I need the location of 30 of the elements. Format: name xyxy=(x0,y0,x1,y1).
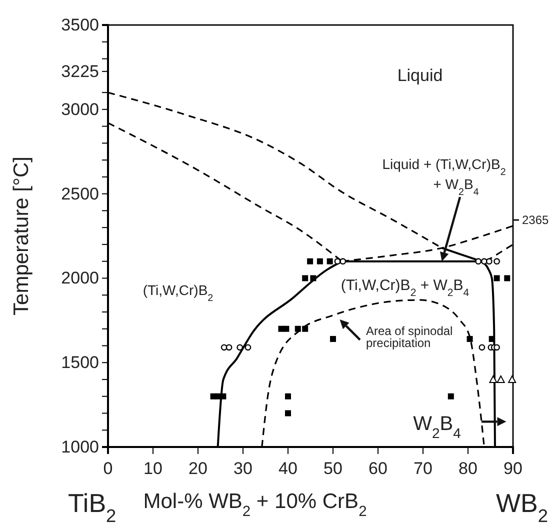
y-tick-label: 1500 xyxy=(61,353,99,372)
annotation: (Ti,W,Cr)B$_{2}$ xyxy=(142,282,214,304)
x-tick-label: 0 xyxy=(103,459,113,478)
x-tick-label: 70 xyxy=(414,459,432,478)
x-tick-label: 90 xyxy=(504,459,522,478)
x-tick-label: 40 xyxy=(278,459,298,478)
x-tick-label: 10 xyxy=(144,459,162,478)
y-tick-label: 3000 xyxy=(61,100,99,119)
annotation: + W$_{2}$B$_{4}$ xyxy=(433,176,480,198)
annotation: W$_{2}$B$_{4}$ xyxy=(413,413,462,441)
x-tick-label: 30 xyxy=(234,459,252,478)
text: TiB$_{2}$ xyxy=(68,488,116,524)
annotation: precipitation xyxy=(366,336,431,350)
y-tick-label: 2500 xyxy=(61,184,99,204)
annotation: Area of spinodal xyxy=(366,324,453,338)
y-tick-label: 2000 xyxy=(61,268,99,288)
y-axis-title: Temperature [°C] xyxy=(10,156,33,316)
annotation: Liquid + (Ti,W,Cr)B$_{2}$ xyxy=(382,156,506,178)
x-tick-label: 80 xyxy=(458,459,478,478)
y-tick-label: 1000 xyxy=(61,437,99,456)
y-tick-label: 3500 xyxy=(61,15,99,34)
annotation: Liquid xyxy=(397,66,443,85)
x-tick-label: 20 xyxy=(188,459,208,478)
y-tick-label: 3225 xyxy=(61,62,99,81)
x-axis-title: Mol-% WB$_{2}$ + 10% CrB$_{2}$ xyxy=(143,490,367,520)
x-tick-label: 50 xyxy=(324,459,342,478)
annotation: (Ti,W,Cr)B$_{2}$ + W$_{2}$B$_{4}$ xyxy=(340,277,470,299)
x-tick-label: 60 xyxy=(368,459,388,478)
text: WB$_{2}$ xyxy=(496,488,548,524)
text: 2365 xyxy=(522,213,550,227)
